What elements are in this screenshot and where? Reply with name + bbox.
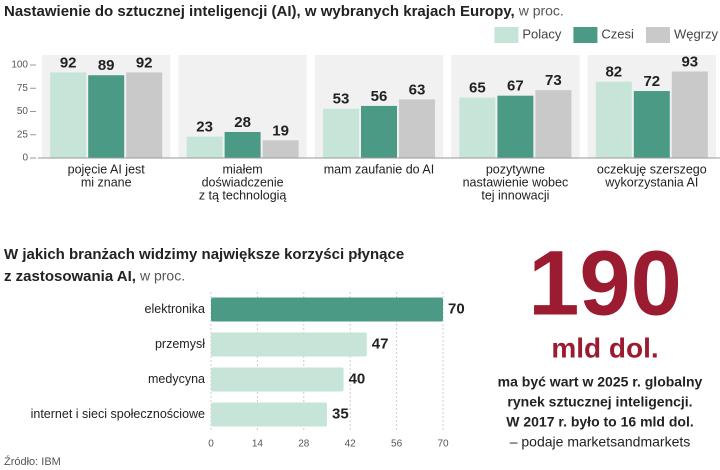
bar <box>88 75 125 158</box>
value-label: 70 <box>448 300 465 317</box>
value-label: 92 <box>136 54 153 71</box>
chart-title: z zastosowania AI, <box>4 268 136 285</box>
callout-unit: mld dol. <box>551 332 658 363</box>
bar <box>211 402 327 427</box>
bar <box>361 105 397 158</box>
chart-subtitle: w proc. <box>518 3 564 19</box>
x-tick-label: wykorzystania AI <box>604 175 698 189</box>
bar <box>535 90 572 158</box>
x-tick-label: pozytywne <box>486 162 545 176</box>
x-tick-label: pojęcie AI jest <box>68 162 146 176</box>
x-tick-label: 28 <box>298 439 310 450</box>
bar <box>399 99 435 158</box>
bar <box>671 71 708 158</box>
legend-swatch <box>494 27 519 43</box>
x-tick-label: z tą technologią <box>199 188 287 202</box>
x-tick-label: oczekuję szerszego <box>597 162 707 176</box>
x-tick-label: 42 <box>345 439 357 450</box>
bar <box>50 72 87 158</box>
chart-subtitle: w proc. <box>139 268 185 284</box>
y-tick-label: przemysł <box>155 337 205 351</box>
callout-text: rynek sztucznej inteligencji. <box>507 394 692 410</box>
source: Źródło: IBM <box>4 455 61 468</box>
y-tick-label: 100 <box>11 60 28 71</box>
chart-title: W jakich branżach widzimy największe kor… <box>4 246 404 263</box>
x-tick-label: mi znane <box>81 175 132 189</box>
value-label: 92 <box>60 54 77 71</box>
bar <box>497 95 534 158</box>
y-tick-label: internet i sieci społecznościowe <box>31 407 205 421</box>
value-label: 72 <box>643 73 660 90</box>
value-label: 89 <box>98 57 115 74</box>
value-label: 93 <box>681 53 698 70</box>
value-label: 65 <box>469 80 486 97</box>
bar <box>595 81 632 158</box>
value-label: 28 <box>234 114 251 131</box>
bar <box>323 108 359 158</box>
chart-title: Nastawienie do sztucznej inteligencji (A… <box>4 3 515 20</box>
legend-swatch <box>573 27 598 43</box>
bar <box>459 97 496 158</box>
bar <box>186 136 223 158</box>
value-label: 40 <box>349 370 366 387</box>
legend-label: Polacy <box>522 26 562 41</box>
value-label: 56 <box>371 88 388 105</box>
bar <box>224 131 261 158</box>
value-label: 47 <box>372 335 389 352</box>
x-tick-label: miałem <box>222 162 262 176</box>
callout-text: W 2017 r. było to 16 mld dol. <box>506 414 694 430</box>
callout-number: 190 <box>528 232 682 334</box>
bar <box>633 91 670 158</box>
y-tick-label: 50 <box>17 106 29 117</box>
bar <box>211 367 344 392</box>
bar <box>211 297 443 322</box>
x-tick-label: 0 <box>208 439 214 450</box>
bar <box>126 72 163 158</box>
x-tick-label: nastawienie wobec <box>463 175 569 189</box>
value-label: 63 <box>409 81 426 98</box>
callout-source: – podaje marketsandmarkets <box>510 434 691 450</box>
y-tick-label: 75 <box>17 83 29 94</box>
bar <box>211 332 367 357</box>
bar <box>262 140 299 158</box>
y-tick-label: 25 <box>17 129 29 140</box>
legend-label: Czesi <box>601 26 634 41</box>
value-label: 53 <box>333 91 350 108</box>
x-tick-label: 56 <box>391 439 403 450</box>
y-tick-label: medycyna <box>148 372 205 386</box>
x-tick-label: doświadczenie <box>202 175 284 189</box>
x-tick-label: 14 <box>252 439 264 450</box>
x-tick-label: 70 <box>437 439 449 450</box>
y-tick-label: elektronika <box>145 302 205 316</box>
value-label: 23 <box>196 119 213 136</box>
x-tick-label: mam zaufanie do AI <box>324 162 434 176</box>
y-tick-label: 0 <box>22 153 28 164</box>
value-label: 19 <box>272 122 289 139</box>
legend-label: Węgrzy <box>674 26 719 41</box>
value-label: 82 <box>605 64 622 81</box>
legend-swatch <box>645 27 670 43</box>
x-tick-label: tej innowacji <box>481 188 549 202</box>
value-label: 73 <box>545 72 562 89</box>
value-label: 35 <box>332 405 349 422</box>
callout-text: ma być wart w 2025 r. globalny <box>498 374 703 390</box>
value-label: 67 <box>507 78 524 95</box>
